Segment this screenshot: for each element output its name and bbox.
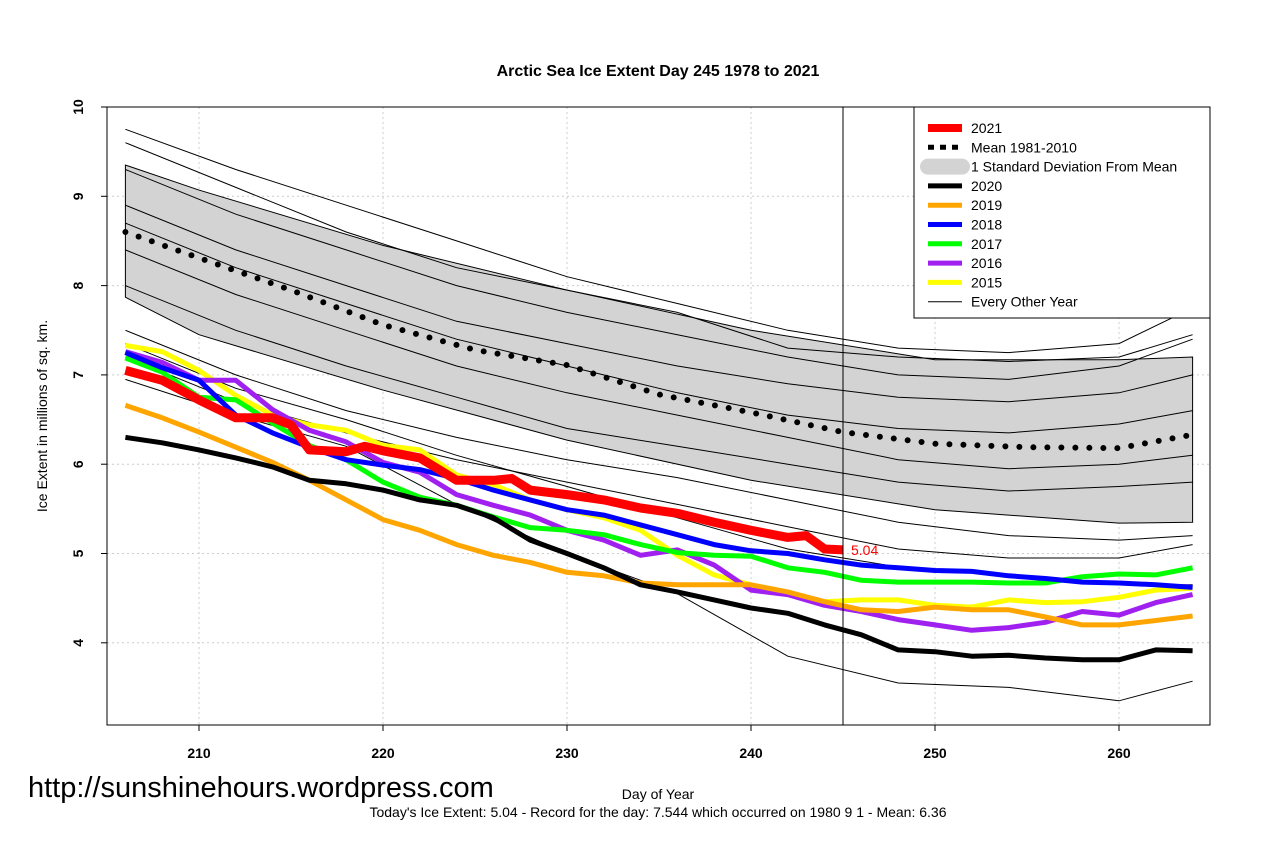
chart-title: Arctic Sea Ice Extent Day 245 1978 to 20… xyxy=(497,63,820,80)
series-line-2021 xyxy=(124,366,844,555)
x-tick-label: 230 xyxy=(555,745,579,761)
y-tick-label: 5 xyxy=(70,549,86,557)
y-tick-label: 7 xyxy=(70,371,86,379)
watermark-url: http://sunshinehours.wordpress.com xyxy=(28,772,494,804)
legend-label: 1 Standard Deviation From Mean xyxy=(971,159,1177,175)
series-line-2015 xyxy=(124,342,1193,610)
legend-box xyxy=(913,106,1211,319)
legend-label: 2020 xyxy=(971,178,1002,194)
std-dev-band xyxy=(124,164,1194,524)
y-tick-label: 8 xyxy=(70,281,86,289)
other-year-line xyxy=(125,128,1193,354)
other-year-line xyxy=(125,142,1193,363)
other-year-line xyxy=(125,249,1193,470)
legend-label: Mean 1981-2010 xyxy=(971,139,1077,155)
y-axis-label: Ice Extent in millions of sq. km. xyxy=(34,320,50,512)
legend-label: 2015 xyxy=(971,274,1002,290)
legend-label: Every Other Year xyxy=(971,294,1078,310)
y-tick-label: 10 xyxy=(70,99,86,115)
x-axis-label: Day of Year xyxy=(621,786,695,802)
other-year-line xyxy=(125,169,1193,380)
legend-label: 2019 xyxy=(971,197,1002,213)
plot-frame xyxy=(106,106,1211,726)
mean-line xyxy=(122,229,1196,452)
footer-summary: Today's Ice Extent: 5.04 - Record for th… xyxy=(369,804,947,820)
other-year-line xyxy=(125,204,1193,403)
legend-label: 2017 xyxy=(971,236,1002,252)
x-tick-label: 250 xyxy=(923,745,947,761)
other-year-line xyxy=(125,222,1193,434)
end-value-label: 5.04 xyxy=(851,542,878,558)
series-line-2020 xyxy=(125,434,1193,663)
other-year-line xyxy=(125,285,1193,492)
x-tick-label: 210 xyxy=(187,745,211,761)
x-tick-label: 240 xyxy=(739,745,763,761)
x-tick-label: 220 xyxy=(371,745,395,761)
x-tick-label: 260 xyxy=(1107,745,1131,761)
legend-label: 2021 xyxy=(971,120,1002,136)
y-tick-label: 4 xyxy=(70,639,86,647)
legend-label: 2018 xyxy=(971,217,1002,233)
y-tick-label: 9 xyxy=(70,192,86,200)
legend-label: 2016 xyxy=(971,255,1002,271)
y-tick-label: 6 xyxy=(70,460,86,468)
other-year-line xyxy=(125,329,1193,541)
series-line-2016 xyxy=(124,349,1194,633)
